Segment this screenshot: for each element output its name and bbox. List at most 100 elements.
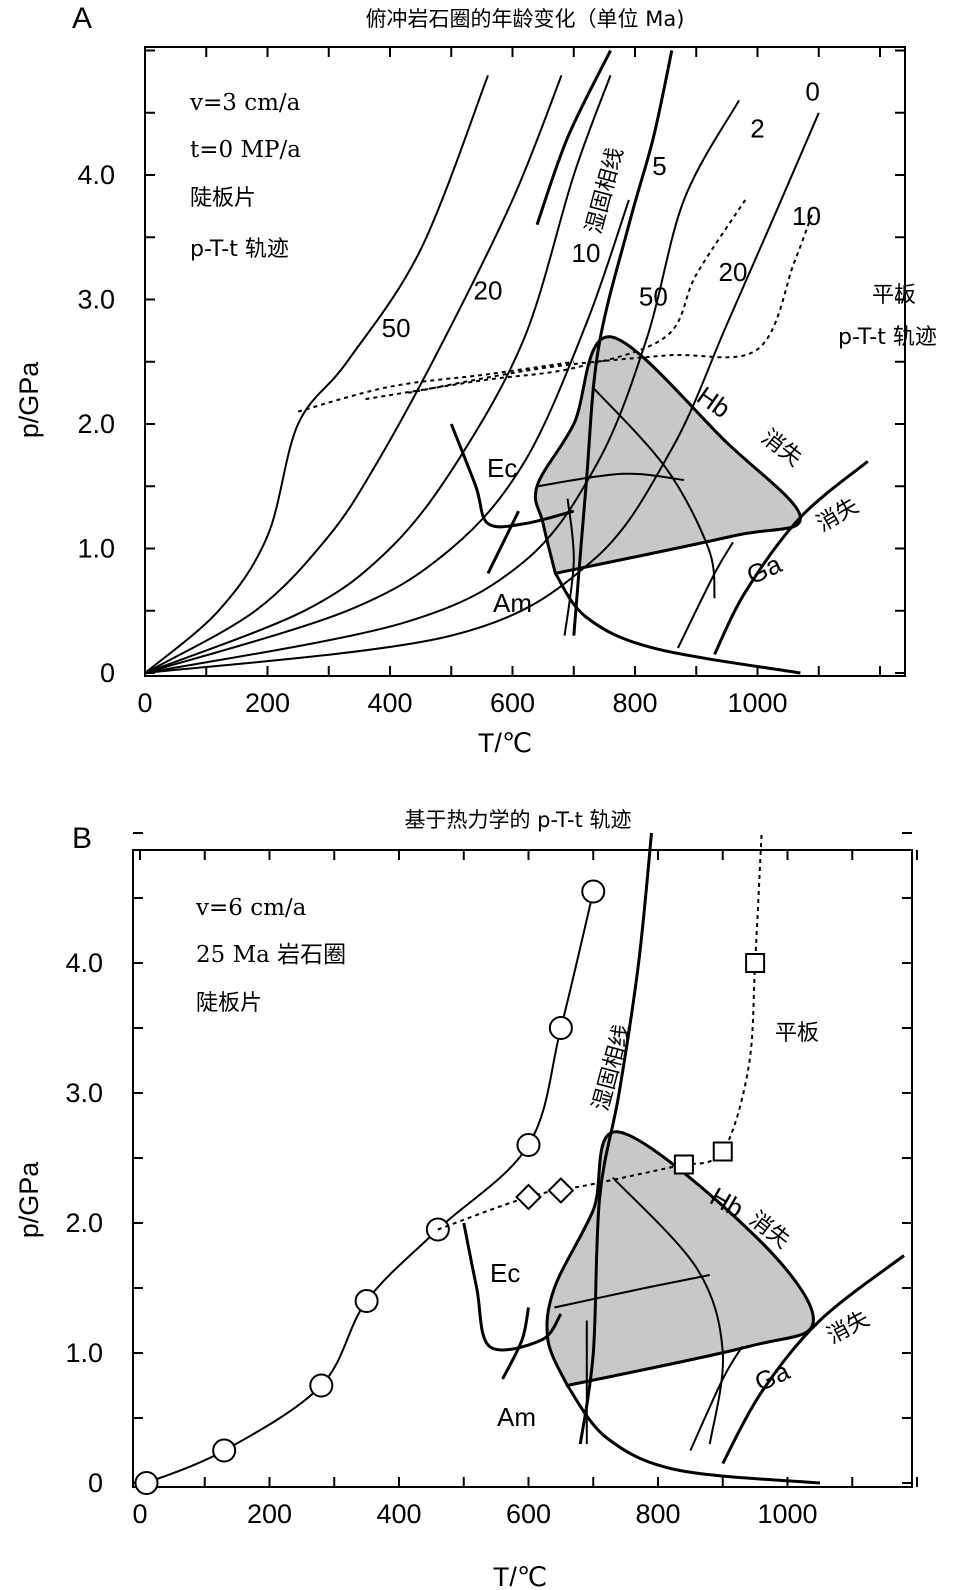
panel-b-y-axis-label: p/GPa: [14, 1161, 44, 1239]
panel-a-flat-ptt-label: p-T-t 轨迹: [838, 325, 937, 350]
wet-solidus-upper: [535, 49, 612, 226]
panel-a-ga-label: Ga: [742, 548, 787, 590]
panel-a: A 俯冲岩石圈的年龄变化（单位 Ma) T/℃ p/GPa 0 200 400 600…: [0, 0, 969, 760]
field-boundary: [611, 1176, 725, 1445]
panel-a-x-axis-label: T/℃: [478, 728, 532, 758]
isochron-label: 2: [750, 114, 764, 144]
panel-a-flat-label: 平板: [872, 283, 916, 308]
ec-boundary: [449, 423, 575, 529]
x-tick-label: 1000: [757, 1499, 817, 1529]
ec-boundary: [462, 1222, 563, 1352]
lower-boundary: [554, 572, 801, 675]
steep-slab-isochron: [144, 112, 820, 674]
flat-slab-isochron: [365, 199, 747, 401]
flat-isochron-label: 20: [719, 257, 748, 287]
panel-a-ec-label: Ec: [487, 453, 517, 483]
steep-slab-marker: [309, 1373, 334, 1398]
y-tick-label: 1.0: [77, 534, 115, 564]
flat-slab-path-upper: [683, 832, 763, 1166]
y-tick-label: 3.0: [65, 1078, 103, 1108]
flat-slab-marker: [673, 1154, 694, 1175]
panel-letter-a: A: [72, 2, 92, 35]
field-boundary: [554, 1274, 710, 1309]
x-tick-label: 800: [635, 1499, 680, 1529]
flat-slab-isochron: [408, 211, 814, 394]
x-tick-label: 800: [612, 688, 657, 718]
panel-b-age: 25 Ma 岩石圈: [196, 942, 346, 968]
steep-slab-marker: [354, 1289, 379, 1313]
diamond-marker: [547, 1177, 575, 1204]
diamond-marker: [515, 1183, 542, 1211]
panel-b-slab-label: 陡板片: [196, 991, 262, 1016]
x-tick-label: 600: [490, 688, 535, 718]
flat-isochron-label: 50: [639, 282, 668, 312]
flat-slab-marker: [712, 1141, 733, 1162]
x-tick-label: 1000: [727, 688, 787, 718]
ga-inner-boundary: [689, 1345, 744, 1451]
steep-slab-marker: [212, 1438, 237, 1463]
panel-b-x-axis-label: T/℃: [493, 1562, 547, 1590]
panel-b-wet-solidus-label: 湿固相线: [589, 1022, 636, 1113]
x-tick-label: 0: [137, 688, 152, 718]
y-tick-label: 2.0: [65, 1208, 103, 1238]
field-boundary: [536, 472, 685, 488]
ga-boundary: [721, 1254, 905, 1465]
shaded-field: [545, 1130, 815, 1387]
steep-slab-isochron: [144, 75, 612, 674]
panel-a-time: t=0 MP/a: [190, 137, 301, 163]
steep-slab-marker: [516, 1133, 541, 1157]
x-tick-label: 400: [367, 688, 412, 718]
x-tick-label: 600: [506, 1499, 551, 1529]
steep-slab-isochron: [144, 75, 489, 674]
panel-a-am-label: Am: [493, 588, 532, 618]
x-tick-label: 400: [376, 1499, 421, 1529]
y-tick-label: 4.0: [65, 948, 103, 978]
y-tick-label: 2.0: [77, 409, 115, 439]
isochron-label: 0: [805, 76, 819, 106]
y-tick-label: 3.0: [77, 285, 115, 315]
y-tick-label: 0: [100, 658, 115, 688]
lower-boundary: [566, 1384, 821, 1485]
wet-solidus-line: [572, 50, 674, 636]
steep-slab-marker: [581, 879, 606, 904]
y-tick-label: 1.0: [65, 1338, 103, 1368]
steep-slab-isochron: [144, 75, 563, 674]
am-boundary: [501, 1307, 530, 1380]
panel-b-am-label: Am: [497, 1402, 536, 1432]
panel-b-velocity: v=6 cm/a: [195, 895, 307, 921]
panel-a-velocity: v=3 cm/a: [189, 90, 301, 116]
panel-b-plot: B 基于热力学的 p-T-t 轨迹 T/℃ p/GPa 0 200 400 600 80…: [14, 808, 918, 1590]
panel-a-y-axis-label: p/GPa: [14, 361, 44, 439]
wet-solidus-line: [578, 832, 653, 1445]
plot-frame: [132, 849, 913, 1488]
y-tick-label: 0: [88, 1468, 103, 1498]
flat-slab-marker: [745, 953, 766, 973]
steep-slab-marker: [134, 1471, 159, 1495]
panel-a-slab-label: 陡板片: [190, 186, 256, 211]
y-tick-label: 4.0: [77, 160, 115, 190]
flat-slab-isochron: [297, 360, 574, 413]
ga-boundary: [713, 460, 869, 655]
panel-letter-b: B: [72, 822, 92, 855]
panel-a-plot: A 俯冲岩石圈的年龄变化（单位 Ma) T/℃ p/GPa 0 200 400 600…: [14, 2, 937, 758]
panel-b-ec-label: Ec: [490, 1258, 520, 1288]
x-tick-label: 200: [245, 688, 290, 718]
isochron-label: 50: [382, 313, 411, 343]
panel-b-ga-out-label: 消失: [823, 1307, 874, 1350]
isochron-label: 5: [652, 151, 666, 181]
isochron-label: 10: [572, 238, 601, 268]
steep-slab-marker: [548, 1016, 573, 1040]
panel-b-title: 基于热力学的 p-T-t 轨迹: [404, 808, 631, 832]
x-tick-label: 200: [247, 1499, 292, 1529]
panel-b-flat-label: 平板: [775, 1021, 819, 1046]
flat-isochron-label: 10: [792, 201, 821, 231]
steep-slab-isochron: [144, 199, 630, 674]
panel-b: B 基于热力学的 p-T-t 轨迹 T/℃ p/GPa 0 200 400 600 80…: [0, 790, 969, 1590]
isochron-label: 20: [474, 276, 503, 306]
ga-inner-boundary: [677, 541, 734, 649]
panel-a-ptt-label: p-T-t 轨迹: [190, 237, 289, 262]
am-boundary: [486, 510, 520, 575]
panel-a-title: 俯冲岩石圈的年龄变化（单位 Ma): [366, 7, 685, 31]
panel-b-ga-label: Ga: [750, 1355, 795, 1397]
panel-a-hb-out-label: 消失: [756, 425, 806, 472]
